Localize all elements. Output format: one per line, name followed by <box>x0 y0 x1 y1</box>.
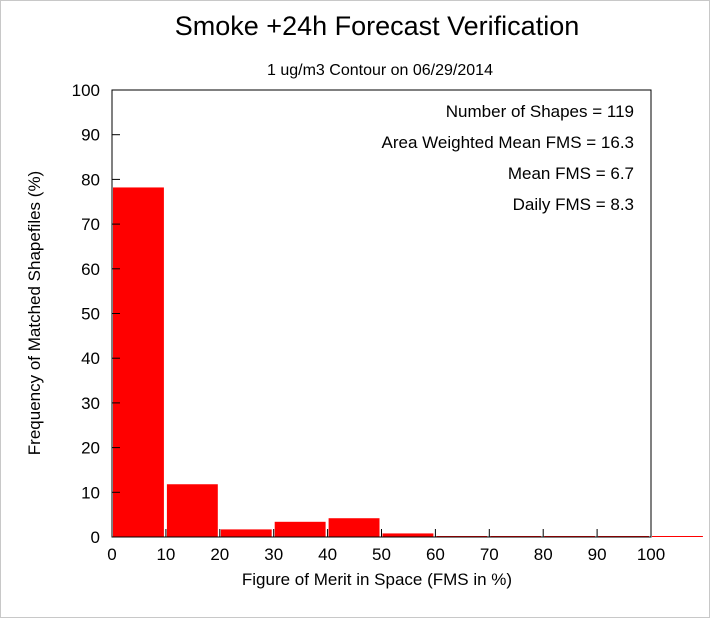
y-tick-label: 50 <box>81 305 100 324</box>
x-tick-label: 40 <box>318 545 337 564</box>
y-tick-label: 60 <box>81 260 100 279</box>
x-tick-label: 60 <box>426 545 445 564</box>
stat-annotation: Area Weighted Mean FMS = 16.3 <box>382 133 634 152</box>
y-tick-label: 20 <box>81 439 100 458</box>
histogram-bar <box>220 529 272 537</box>
x-tick-label: 50 <box>372 545 391 564</box>
x-tick-label: 30 <box>264 545 283 564</box>
x-tick-label: 90 <box>588 545 607 564</box>
y-axis-label: Frequency of Matched Shapefiles (%) <box>25 171 44 455</box>
stat-annotation: Mean FMS = 6.7 <box>508 164 634 183</box>
y-tick-label: 30 <box>81 394 100 413</box>
stats-annotations: Number of Shapes = 119 Area Weighted Mean… <box>382 102 634 214</box>
plot-area-border <box>111 89 652 538</box>
x-tick-label: 70 <box>480 545 499 564</box>
bar-group <box>113 187 703 538</box>
y-tick-label: 40 <box>81 349 100 368</box>
histogram-bar <box>113 187 164 538</box>
histogram-bar <box>166 484 218 537</box>
x-tick-label: 80 <box>534 545 553 564</box>
histogram-bar <box>328 518 380 537</box>
chart-subtitle: 1 ug/m3 Contour on 06/29/2014 <box>267 62 493 79</box>
x-axis-label: Figure of Merit in Space (FMS in %) <box>242 570 512 589</box>
x-tick-label: 20 <box>210 545 229 564</box>
y-tick-label: 70 <box>81 215 100 234</box>
y-tick-label: 80 <box>81 170 100 189</box>
x-tick-label: 100 <box>637 545 665 564</box>
chart-title: Smoke +24h Forecast Verification <box>175 11 579 41</box>
stat-annotation: Daily FMS = 8.3 <box>513 195 634 214</box>
histogram-bar <box>382 533 434 537</box>
x-tick-label: 0 <box>107 545 116 564</box>
histogram-bar <box>274 521 326 537</box>
y-tick-label: 90 <box>81 126 100 145</box>
x-axis-ticks: 0 10 20 30 40 50 60 70 80 90 100 <box>107 529 665 564</box>
stat-annotation: Number of Shapes = 119 <box>446 102 634 121</box>
y-tick-label: 100 <box>72 81 100 100</box>
y-tick-label: 10 <box>81 483 100 502</box>
x-tick-label: 10 <box>156 545 175 564</box>
y-axis-ticks: 0 10 20 30 40 50 60 70 80 90 100 <box>72 81 120 547</box>
y-tick-label: 0 <box>91 528 100 547</box>
